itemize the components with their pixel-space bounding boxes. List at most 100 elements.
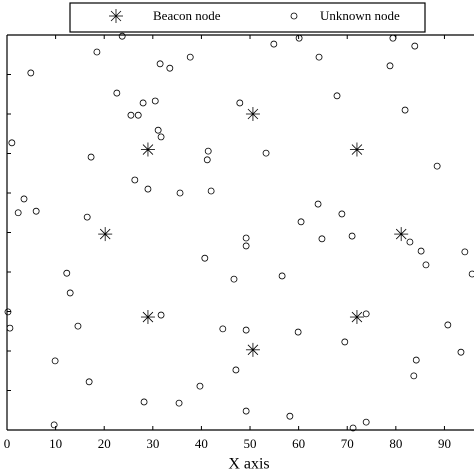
asterisk-stroke bbox=[99, 228, 111, 240]
point bbox=[134, 111, 142, 119]
point bbox=[338, 210, 346, 218]
point bbox=[362, 310, 370, 318]
point bbox=[348, 232, 356, 240]
point bbox=[66, 289, 74, 297]
point bbox=[232, 366, 240, 374]
x-tick-label: 90 bbox=[438, 436, 451, 451]
point bbox=[32, 207, 40, 215]
asterisk-stroke bbox=[110, 10, 122, 22]
legend-label: Unknown node bbox=[320, 8, 400, 23]
point bbox=[176, 189, 184, 197]
point bbox=[444, 321, 452, 329]
point bbox=[314, 200, 322, 208]
point bbox=[154, 126, 162, 134]
point bbox=[157, 133, 165, 141]
point bbox=[242, 234, 250, 242]
x-tick-label: 60 bbox=[292, 436, 305, 451]
point bbox=[139, 99, 147, 107]
x-tick-label: 50 bbox=[244, 436, 257, 451]
point bbox=[196, 382, 204, 390]
point bbox=[412, 356, 420, 364]
point bbox=[410, 372, 418, 380]
point bbox=[6, 324, 14, 332]
asterisk-stroke bbox=[395, 228, 407, 240]
point bbox=[63, 269, 71, 277]
point bbox=[201, 254, 209, 262]
x-tick-label: 80 bbox=[389, 436, 402, 451]
point bbox=[341, 338, 349, 346]
point bbox=[51, 357, 59, 365]
asterisk-stroke bbox=[351, 311, 363, 323]
point bbox=[166, 64, 174, 72]
point bbox=[468, 270, 474, 278]
point bbox=[87, 153, 95, 161]
point bbox=[457, 348, 465, 356]
point bbox=[406, 238, 414, 246]
point bbox=[349, 142, 364, 157]
asterisk-stroke bbox=[142, 144, 154, 155]
point bbox=[245, 107, 260, 121]
point bbox=[242, 407, 250, 415]
x-tick-label: 0 bbox=[4, 436, 11, 451]
point bbox=[83, 213, 91, 221]
point bbox=[175, 399, 183, 407]
point bbox=[349, 424, 357, 432]
point bbox=[318, 235, 326, 243]
point bbox=[93, 48, 101, 56]
point bbox=[262, 149, 270, 157]
point bbox=[422, 261, 430, 269]
point bbox=[50, 421, 58, 429]
point bbox=[242, 326, 250, 334]
point bbox=[144, 185, 152, 193]
point bbox=[140, 398, 148, 406]
point bbox=[140, 142, 155, 157]
point bbox=[113, 89, 121, 97]
point bbox=[270, 40, 278, 48]
point bbox=[295, 34, 303, 42]
point bbox=[333, 92, 341, 100]
point bbox=[230, 275, 238, 283]
point bbox=[401, 106, 409, 114]
point bbox=[389, 34, 397, 42]
asterisk-stroke bbox=[247, 108, 259, 120]
point bbox=[394, 227, 409, 242]
point bbox=[461, 248, 469, 256]
point bbox=[98, 227, 113, 242]
point bbox=[204, 147, 212, 155]
x-tick-label: 70 bbox=[341, 436, 354, 451]
point bbox=[157, 311, 165, 319]
point bbox=[131, 176, 139, 184]
point bbox=[362, 418, 370, 426]
point bbox=[417, 247, 425, 255]
asterisk-stroke bbox=[142, 311, 154, 323]
point bbox=[156, 60, 164, 68]
x-tick-label: 30 bbox=[146, 436, 159, 451]
point bbox=[297, 218, 305, 226]
x-tick-label: 20 bbox=[98, 436, 111, 451]
legend-label: Beacon node bbox=[153, 8, 221, 23]
point bbox=[8, 139, 16, 147]
point bbox=[203, 156, 211, 164]
x-tick-label: 10 bbox=[49, 436, 62, 451]
asterisk-stroke bbox=[247, 344, 259, 356]
point bbox=[85, 378, 93, 386]
point bbox=[219, 325, 227, 333]
point bbox=[27, 69, 35, 77]
point bbox=[207, 187, 215, 195]
point bbox=[4, 308, 12, 316]
point bbox=[349, 310, 364, 325]
point bbox=[386, 62, 394, 70]
point bbox=[315, 53, 323, 61]
point bbox=[242, 242, 250, 250]
asterisk-stroke bbox=[351, 144, 363, 155]
legend-marker bbox=[290, 12, 298, 20]
point bbox=[236, 99, 244, 107]
point bbox=[127, 111, 135, 119]
point bbox=[14, 209, 22, 217]
point bbox=[286, 412, 294, 420]
point bbox=[411, 42, 419, 50]
point bbox=[140, 310, 155, 325]
legend-marker bbox=[109, 9, 123, 23]
point bbox=[294, 328, 302, 336]
